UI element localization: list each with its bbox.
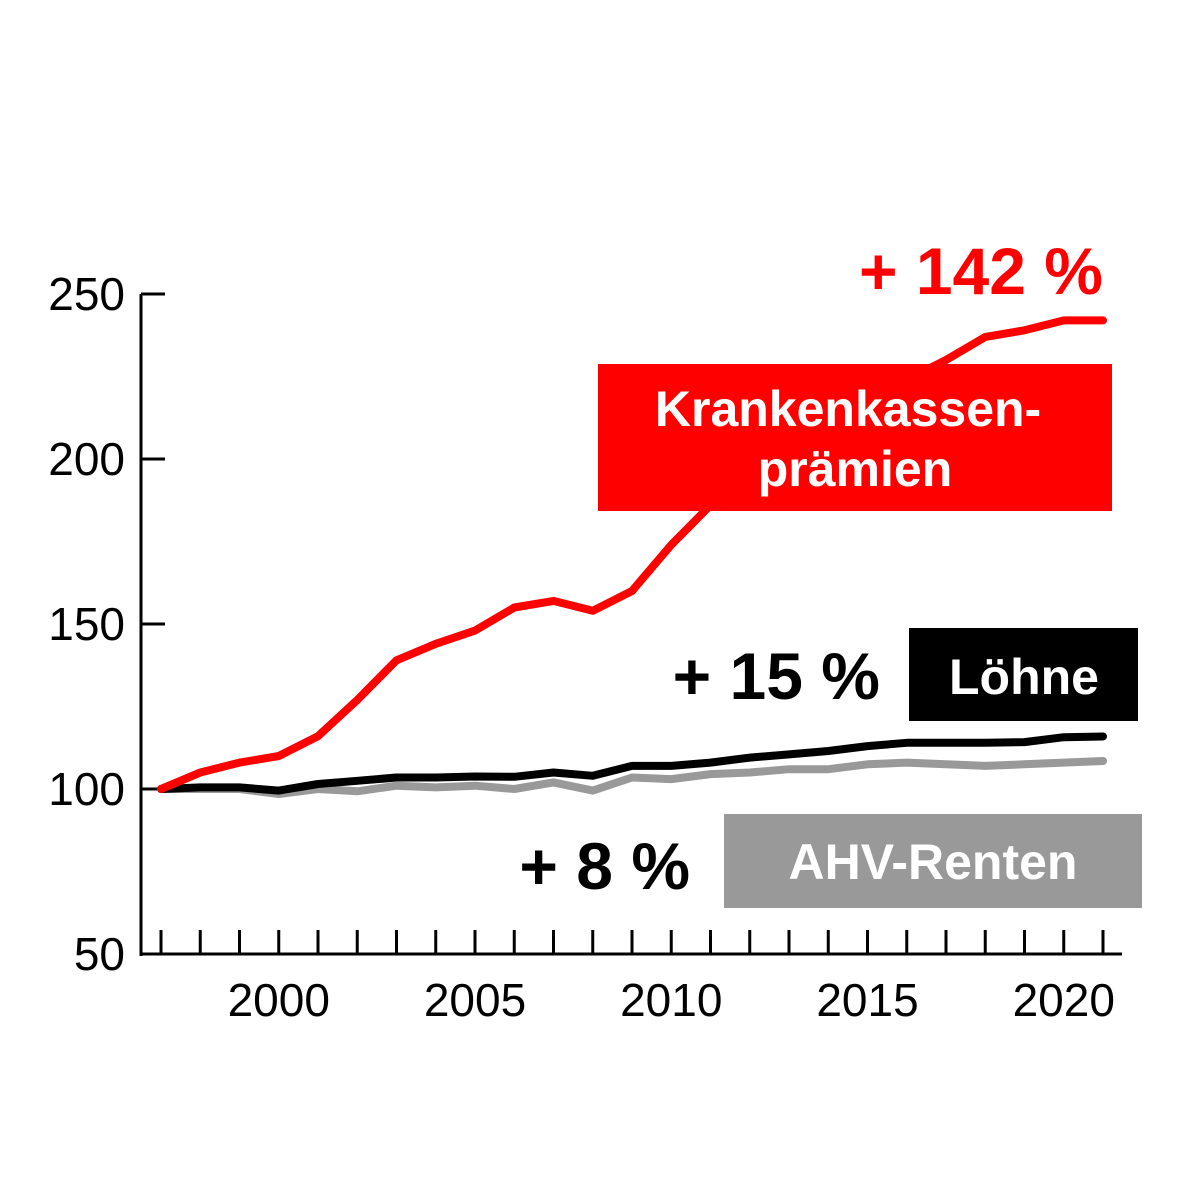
- x-tick-label: 2000: [228, 974, 330, 1026]
- krankenkassen-series-label: Krankenkassen- prämien: [655, 381, 1055, 497]
- series-line-ahv-renten: [157, 757, 1107, 798]
- y-axis-ticks: 50 100 150 200 250: [48, 268, 165, 980]
- y-tick-label: 100: [48, 763, 125, 815]
- x-tick-label: 2005: [424, 974, 526, 1026]
- ahv-annotation: + 8 % AHV-Renten: [519, 814, 1142, 908]
- krankenkassen-annotation: + 142 % Krankenkassen- prämien: [598, 234, 1112, 511]
- loehne-label-box: [909, 628, 1138, 721]
- loehne-change-label: + 15 %: [673, 639, 880, 713]
- y-tick-label: 150: [48, 598, 125, 650]
- ahv-change-label: + 8 %: [519, 829, 690, 903]
- ahv-series-label: AHV-Renten: [789, 834, 1078, 890]
- x-tick-label: 2015: [816, 974, 918, 1026]
- y-tick-label: 50: [74, 928, 125, 980]
- series-lines: [157, 316, 1107, 798]
- y-tick-label: 250: [48, 268, 125, 320]
- series-line-krankenkassen-pr-mien: [157, 316, 1107, 793]
- loehne-annotation: + 15 % Löhne: [673, 628, 1138, 721]
- x-tick-label: 2010: [620, 974, 722, 1026]
- krankenkassen-change-label: + 142 %: [859, 234, 1103, 308]
- series-line-l-hne: [157, 732, 1107, 795]
- ahv-label-box: [724, 814, 1142, 908]
- x-axis-ticks: 2000 2005 2010 2015 2020: [159, 930, 1115, 1026]
- y-tick-label: 200: [48, 433, 125, 485]
- krankenkassen-label-box: [598, 364, 1112, 511]
- x-tick-label: 2020: [1013, 974, 1115, 1026]
- loehne-series-label: Löhne: [949, 649, 1099, 705]
